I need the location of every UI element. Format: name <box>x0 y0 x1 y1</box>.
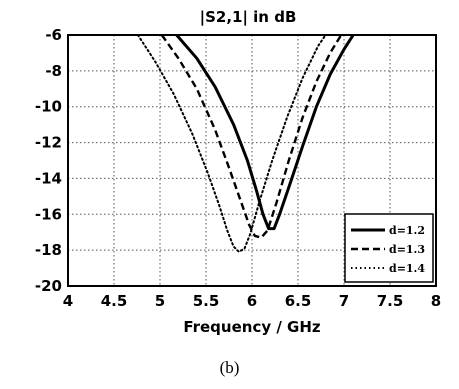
x-tick-label: 5 <box>155 292 165 310</box>
x-tick-label: 7 <box>339 292 349 310</box>
legend-label: d=1.2 <box>389 224 425 237</box>
x-tick-label: 7.5 <box>377 292 404 310</box>
legend-label: d=1.4 <box>389 262 425 275</box>
y-tick-label: -10 <box>35 98 62 116</box>
legend-box <box>344 213 434 283</box>
x-axis-label: Frequency / GHz <box>183 318 321 336</box>
chart-title: |S2,1| in dB <box>200 8 297 27</box>
legend: d=1.2 d=1.3 d=1.4 <box>344 213 434 283</box>
series-lines <box>136 34 355 253</box>
series-line-d-1-3 <box>160 34 343 239</box>
y-tick-label: -20 <box>35 277 62 295</box>
x-tick-label: 6 <box>247 292 257 310</box>
plot-frame <box>67 34 437 287</box>
x-tick-label: 4.5 <box>101 292 128 310</box>
figure-caption: (b) <box>219 358 240 377</box>
legend-label: d=1.3 <box>389 243 425 256</box>
x-tick-label: 6.5 <box>285 292 312 310</box>
x-tick-label: 5.5 <box>193 292 220 310</box>
y-tick-labels: -6 -8 -10 -12 -14 -16 -18 -20 <box>35 26 62 295</box>
y-tick-label: -16 <box>35 205 62 223</box>
y-tick-label: -18 <box>35 241 62 259</box>
y-tick-label: -12 <box>35 134 62 152</box>
x-tick-labels: 4 4.5 5 5.5 6 6.5 7 7.5 8 <box>63 292 441 310</box>
y-tick-label: -14 <box>35 169 62 187</box>
y-tick-label: -6 <box>45 26 62 44</box>
series-line-d-1-4 <box>136 34 327 253</box>
series-line-d-1-2 <box>175 34 355 231</box>
x-tick-label: 8 <box>431 292 441 310</box>
y-tick-label: -8 <box>45 62 62 80</box>
x-tick-label: 4 <box>63 292 73 310</box>
